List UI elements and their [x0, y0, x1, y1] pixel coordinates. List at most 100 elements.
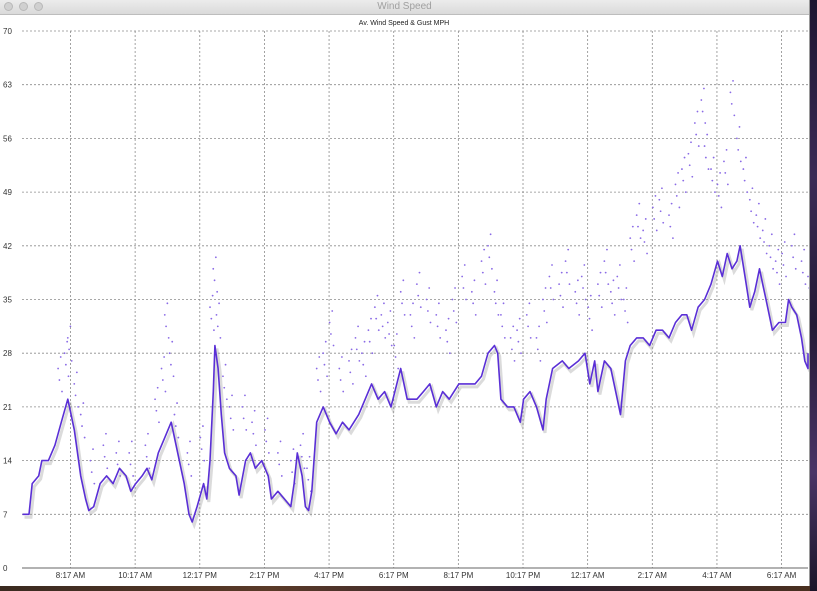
- gust-dot: [543, 310, 546, 312]
- gust-dot: [189, 440, 191, 443]
- avg-speed-series: [22, 245, 809, 523]
- gust-dot: [463, 264, 466, 266]
- gust-dot: [684, 191, 687, 194]
- gust-dot: [785, 275, 787, 278]
- gust-dot: [678, 206, 681, 209]
- gust-dot: [518, 317, 521, 320]
- x-tick-label: 6:17 PM: [379, 571, 409, 580]
- gust-dot: [363, 340, 366, 343]
- gust-dot: [781, 252, 784, 255]
- gust-dot: [163, 356, 166, 358]
- gust-dot: [576, 279, 579, 282]
- gust-dot: [128, 452, 131, 454]
- gust-dot: [213, 329, 215, 332]
- gust-dot: [511, 348, 513, 351]
- x-tick-label: 2:17 PM: [250, 571, 280, 580]
- gust-dot: [625, 287, 628, 289]
- gust-dot: [368, 340, 371, 343]
- gust-dot: [733, 114, 736, 117]
- y-tick-label: 7: [3, 510, 8, 519]
- gust-dot: [373, 306, 376, 309]
- gust-dot: [761, 229, 764, 232]
- gust-dot: [448, 352, 451, 355]
- x-tick-label: 12:17 PM: [183, 571, 218, 580]
- gust-dot: [186, 452, 189, 454]
- window-titlebar[interactable]: Wind Speed: [0, 0, 809, 15]
- gust-dot: [187, 463, 190, 466]
- y-tick-label: 35: [3, 296, 12, 305]
- gust-dot: [597, 283, 599, 286]
- gust-dot: [497, 313, 500, 316]
- gust-dot: [349, 371, 352, 374]
- gust-dot: [241, 406, 244, 408]
- gust-dot: [429, 321, 432, 324]
- gust-dot: [73, 382, 76, 385]
- gust-dot: [624, 310, 626, 312]
- gust-dot: [322, 352, 325, 355]
- gust-dot: [265, 440, 268, 443]
- gust-dot: [745, 156, 747, 159]
- gust-dot: [216, 325, 219, 328]
- gust-dot: [525, 313, 528, 316]
- close-light-icon[interactable]: [4, 2, 13, 11]
- zoom-light-icon[interactable]: [34, 2, 43, 11]
- gust-dot: [591, 329, 594, 332]
- gust-dot: [102, 444, 105, 447]
- gust-dot: [462, 287, 465, 289]
- gust-dot: [670, 202, 673, 205]
- gust-dot: [170, 363, 172, 366]
- gust-dot: [675, 195, 678, 197]
- gust-dot: [338, 367, 341, 370]
- gust-dot: [331, 310, 334, 312]
- gust-dot: [212, 267, 215, 270]
- gust-dot: [630, 248, 633, 251]
- gust-dot: [701, 110, 704, 113]
- gust-dot: [539, 359, 542, 362]
- gust-dot: [489, 233, 492, 236]
- gust-dot: [681, 168, 683, 170]
- gust-dot: [635, 214, 638, 217]
- gust-dot: [252, 432, 255, 435]
- gust-dot: [704, 122, 707, 124]
- y-tick-label: 21: [3, 403, 12, 412]
- gust-dot: [223, 386, 226, 389]
- gust-dot: [106, 467, 109, 470]
- gust-dot: [397, 367, 400, 370]
- gust-dot: [483, 248, 486, 251]
- gust-dot: [729, 91, 732, 94]
- gust-dot: [242, 417, 245, 420]
- gust-dot: [302, 432, 305, 435]
- gust-dot: [219, 336, 222, 339]
- gust-dot: [565, 271, 568, 274]
- gust-dot: [70, 359, 73, 362]
- gust-dot: [377, 329, 380, 332]
- gust-dot: [719, 172, 721, 174]
- gust-dot: [607, 283, 610, 286]
- gust-dot: [564, 260, 567, 263]
- gust-dot: [629, 237, 632, 240]
- gust-dot: [303, 467, 306, 470]
- gust-dot: [445, 329, 447, 332]
- wind-speed-chart: 0 7 14 21 28 35 42 49 56 63 70 8:17 AM 10:17 AM 12:17…: [3, 20, 809, 580]
- y-tick-label: 28: [3, 349, 12, 358]
- gust-dot: [548, 275, 551, 278]
- gust-dot: [770, 233, 773, 236]
- gust-dot: [487, 244, 489, 247]
- gust-dot: [724, 172, 727, 174]
- gust-dot: [264, 429, 266, 431]
- gust-dot: [164, 390, 167, 393]
- gust-dot: [588, 317, 591, 320]
- gust-dot: [674, 183, 677, 186]
- gust-dot: [211, 294, 214, 297]
- gust-dot: [90, 471, 93, 474]
- gust-dot: [74, 394, 77, 397]
- minimize-light-icon[interactable]: [19, 2, 28, 11]
- gust-dot: [341, 356, 343, 358]
- gust-dot: [92, 448, 94, 450]
- gust-dot: [696, 110, 699, 113]
- gust-dot: [677, 172, 679, 174]
- gust-dot: [306, 467, 308, 470]
- gust-dot: [600, 306, 603, 309]
- gust-dot: [89, 459, 92, 462]
- gust-dot: [609, 290, 612, 293]
